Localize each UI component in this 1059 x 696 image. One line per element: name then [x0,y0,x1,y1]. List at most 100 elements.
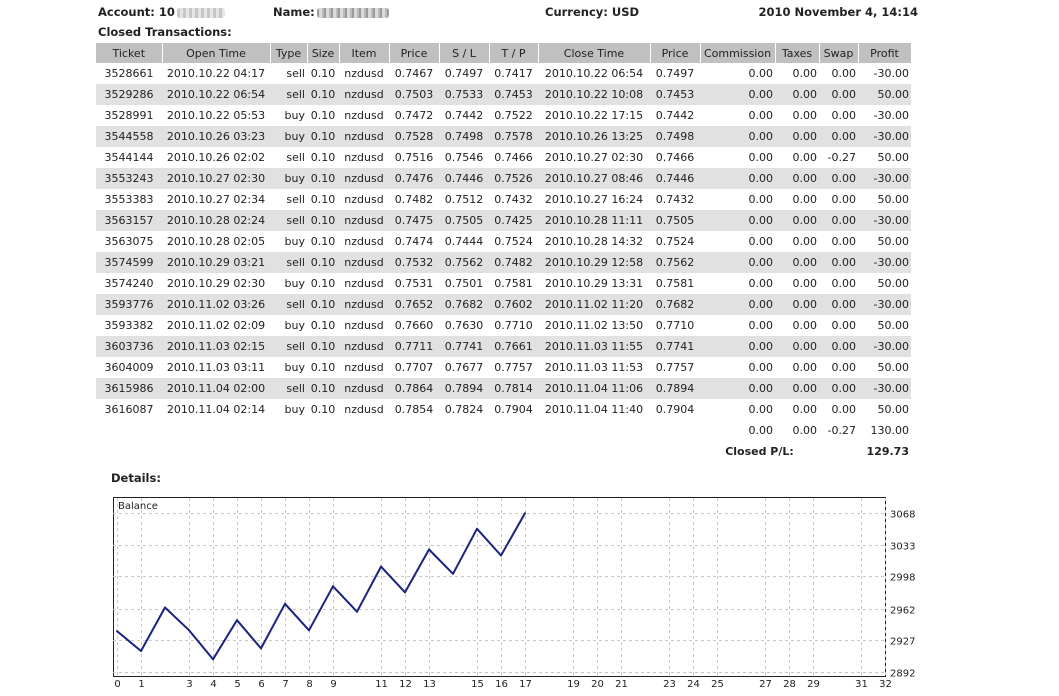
cell-stop-loss: 0.7630 [444,319,484,332]
cell-profit: 50.00 [877,403,910,416]
cell-open-time: 2010.10.28 02:24 [162,210,270,231]
column-header-type: Type [270,43,308,63]
cell-stop-loss: 0.7741 [439,336,489,357]
cell-close-time: 2010.10.26 13:25 [538,126,650,147]
x-tick-label: 23 [663,679,676,690]
cell-swap: 0.00 [819,126,858,147]
cell-stop-loss: 0.7682 [439,294,489,315]
cell-close-time: 2010.11.03 11:55 [538,336,650,357]
balance-point [284,602,286,605]
cell-stop-loss: 0.7894 [439,378,489,399]
cell-type: sell [270,210,307,231]
x-tick-label: 21 [615,679,628,690]
cell-close-price: 0.7894 [650,378,700,399]
x-tick-label: 28 [783,679,796,690]
name-label: Name: [273,5,315,19]
cell-stop-loss: 0.7497 [444,67,484,80]
cell-item: nzdusd [339,210,389,231]
cell-size: 0.10 [307,210,339,231]
cell-taxes: 0.00 [775,252,819,273]
cell-swap: -0.27 [827,151,856,164]
x-tick-label: 13 [423,679,436,690]
cell-item: nzdusd [344,67,384,80]
cell-take-profit: 0.7526 [489,168,538,189]
transaction-row: 3604009 2010.11.03 03:11 buy 0.10 nzdusd 0.77… [96,357,911,378]
cell-take-profit: 0.7524 [494,235,533,248]
balance-point [308,629,310,632]
cell-swap: 0.00 [831,319,857,332]
cell-commission: 0.00 [700,294,775,315]
cell-item: nzdusd [339,168,389,189]
cell-type: sell [286,67,305,80]
y-tick-label: 2962 [890,606,915,617]
cell-open-time: 2010.11.02 03:26 [162,294,270,315]
y-tick-label: 2927 [890,637,915,648]
x-tick-label: 20 [591,679,604,690]
cell-close-time: 2010.11.04 11:40 [544,403,644,416]
cell-take-profit: 0.7425 [489,210,538,231]
cell-taxes: 0.00 [792,109,818,122]
cell-open-time: 2010.10.29 02:30 [166,277,266,290]
transaction-row: 3616087 2010.11.04 02:14 buy 0.10 nzdusd 0.78… [96,399,911,420]
closed-pl-value: 129.73 [866,445,909,458]
cell-ticket: 3574240 [104,277,154,290]
cell-taxes: 0.00 [775,84,819,105]
cell-close-price: 0.7498 [650,126,700,147]
cell-size: 0.10 [310,403,336,416]
cell-size: 0.10 [310,151,336,164]
cell-size: 0.10 [307,294,339,315]
column-header-item: Item [339,43,390,63]
cell-open-price: 0.7472 [394,109,434,122]
cell-take-profit: 0.7581 [494,277,533,290]
column-header-ticket: Ticket [96,43,163,63]
cell-taxes: 0.00 [775,168,819,189]
cell-open-time: 2010.10.26 03:23 [162,126,270,147]
cell-profit: -30.00 [873,109,909,122]
cell-open-time: 2010.11.03 03:11 [166,361,266,374]
transaction-row: 3563075 2010.10.28 02:05 buy 0.10 nzdusd 0.74… [96,231,911,252]
cell-ticket: 3615986 [96,378,162,399]
x-tick-label: 12 [399,679,412,690]
cell-open-price: 0.7854 [394,403,434,416]
x-tick-label: 4 [210,679,216,690]
cell-open-time: 2010.11.03 02:15 [162,336,270,357]
cell-ticket: 3553383 [104,193,154,206]
cell-take-profit: 0.7482 [489,252,538,273]
cell-size: 0.10 [307,252,339,273]
cell-item: nzdusd [344,361,384,374]
cell-take-profit: 0.7522 [494,109,533,122]
cell-size: 0.10 [310,109,336,122]
cell-ticket: 3593382 [104,319,154,332]
x-tick-label: 25 [711,679,724,690]
cell-type: sell [270,378,307,399]
transaction-row: 3553243 2010.10.27 02:30 buy 0.10 nzdusd 0.74… [96,168,911,189]
cell-type: buy [284,361,305,374]
x-tick-label: 9 [330,679,336,690]
cell-swap: 0.00 [831,109,857,122]
cell-close-time: 2010.10.28 11:11 [538,210,650,231]
cell-commission: 0.00 [700,378,775,399]
cell-close-price: 0.7581 [655,277,695,290]
total-taxes: 0.00 [792,424,818,437]
cell-swap: 0.00 [831,193,857,206]
cell-item: nzdusd [344,235,384,248]
transaction-row: 3528661 2010.10.22 04:17 sell 0.10 nzdusd 0.7… [96,63,911,84]
balance-point [452,572,454,575]
cell-profit: 50.00 [877,319,910,332]
x-tick-label: 6 [258,679,264,690]
chart-grid [113,498,886,676]
transaction-row: 3593776 2010.11.02 03:26 sell 0.10 nzdusd 0.7… [96,294,911,315]
cell-stop-loss: 0.7562 [439,252,489,273]
cell-taxes: 0.00 [775,210,819,231]
total-swap: -0.27 [827,424,856,437]
balance-point [404,591,406,594]
transaction-row: 3563157 2010.10.28 02:24 sell 0.10 nzdusd 0.7… [96,210,911,231]
cell-type: sell [270,84,307,105]
cell-stop-loss: 0.7501 [444,277,484,290]
balance-point [212,658,214,661]
cell-type: sell [270,294,307,315]
cell-close-time: 2010.10.22 06:54 [544,67,644,80]
cell-stop-loss: 0.7505 [439,210,489,231]
